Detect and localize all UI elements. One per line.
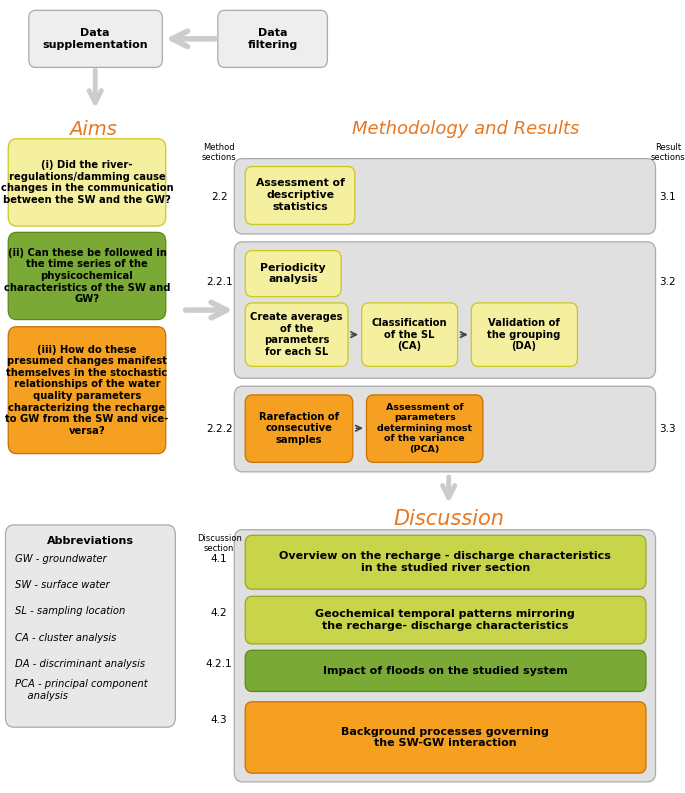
FancyBboxPatch shape [245,395,353,462]
Text: Impact of floods on the studied system: Impact of floods on the studied system [323,666,568,676]
FancyBboxPatch shape [234,159,656,234]
Text: Create averages
of the
parameters
for each SL: Create averages of the parameters for ea… [250,312,343,357]
Text: 2.2.2: 2.2.2 [206,424,232,434]
Text: Rarefaction of
consecutive
samples: Rarefaction of consecutive samples [259,412,338,445]
FancyBboxPatch shape [8,327,166,454]
Text: Background processes governing
the SW-GW interaction: Background processes governing the SW-GW… [341,726,549,749]
Text: 2.2.1: 2.2.1 [206,277,232,286]
Text: DA - discriminant analysis: DA - discriminant analysis [15,659,145,668]
FancyBboxPatch shape [8,232,166,320]
FancyBboxPatch shape [471,303,577,366]
Text: Classification
of the SL
(CA): Classification of the SL (CA) [372,318,447,351]
FancyBboxPatch shape [245,650,646,691]
FancyBboxPatch shape [245,702,646,773]
Text: 4.2.1: 4.2.1 [206,659,232,668]
Text: Assessment of
parameters
determining most
of the variance
(PCA): Assessment of parameters determining mos… [377,403,472,454]
FancyBboxPatch shape [245,303,348,366]
FancyBboxPatch shape [234,242,656,378]
FancyBboxPatch shape [245,596,646,644]
Text: 3.2: 3.2 [660,277,676,286]
FancyBboxPatch shape [234,530,656,782]
Text: Validation of
the grouping
(DA): Validation of the grouping (DA) [487,318,561,351]
FancyBboxPatch shape [366,395,483,462]
Text: Method
sections: Method sections [202,143,236,162]
Text: Overview on the recharge - discharge characteristics
in the studied river sectio: Overview on the recharge - discharge cha… [279,551,611,573]
Text: 4.3: 4.3 [211,715,227,725]
Text: 4.2: 4.2 [211,608,227,618]
FancyBboxPatch shape [234,386,656,472]
FancyBboxPatch shape [245,535,646,589]
Text: (iii) How do these
presumed changes manifest
themselves in the stochastic
relati: (iii) How do these presumed changes mani… [5,344,169,436]
Text: Abbreviations: Abbreviations [47,536,134,546]
FancyBboxPatch shape [29,10,162,67]
Text: Periodicity
analysis: Periodicity analysis [260,262,326,285]
Text: 3.3: 3.3 [660,424,676,434]
FancyBboxPatch shape [8,139,166,226]
Text: (i) Did the river-
regulations/damming cause
changes in the communication
betwee: (i) Did the river- regulations/damming c… [1,160,173,205]
Text: SL - sampling location: SL - sampling location [15,607,125,616]
Text: Aims: Aims [68,120,116,139]
FancyBboxPatch shape [245,167,355,224]
Text: 2.2: 2.2 [211,192,227,201]
Text: Discussion: Discussion [393,509,504,530]
Text: (ii) Can these be followed in
the time series of the
physicochemical
characteris: (ii) Can these be followed in the time s… [3,247,171,305]
Text: PCA - principal component
    analysis: PCA - principal component analysis [15,679,148,701]
Text: Discussion
section: Discussion section [197,534,242,553]
Text: Result
sections: Result sections [651,143,685,162]
Text: 4.1: 4.1 [211,554,227,564]
Text: CA - cluster analysis: CA - cluster analysis [15,633,116,642]
Text: Data
supplementation: Data supplementation [42,28,148,50]
Text: SW - surface water: SW - surface water [15,580,110,590]
FancyBboxPatch shape [362,303,458,366]
FancyBboxPatch shape [5,525,175,727]
Text: Methodology and Results: Methodology and Results [352,121,580,138]
FancyBboxPatch shape [245,251,341,297]
FancyBboxPatch shape [218,10,327,67]
Text: Assessment of
descriptive
statistics: Assessment of descriptive statistics [256,178,345,212]
Text: 3.1: 3.1 [660,192,676,201]
Text: Data
filtering: Data filtering [247,28,298,50]
Text: GW - groundwater: GW - groundwater [15,554,107,564]
Text: Geochemical temporal patterns mirroring
the recharge- discharge characteristics: Geochemical temporal patterns mirroring … [315,609,575,631]
